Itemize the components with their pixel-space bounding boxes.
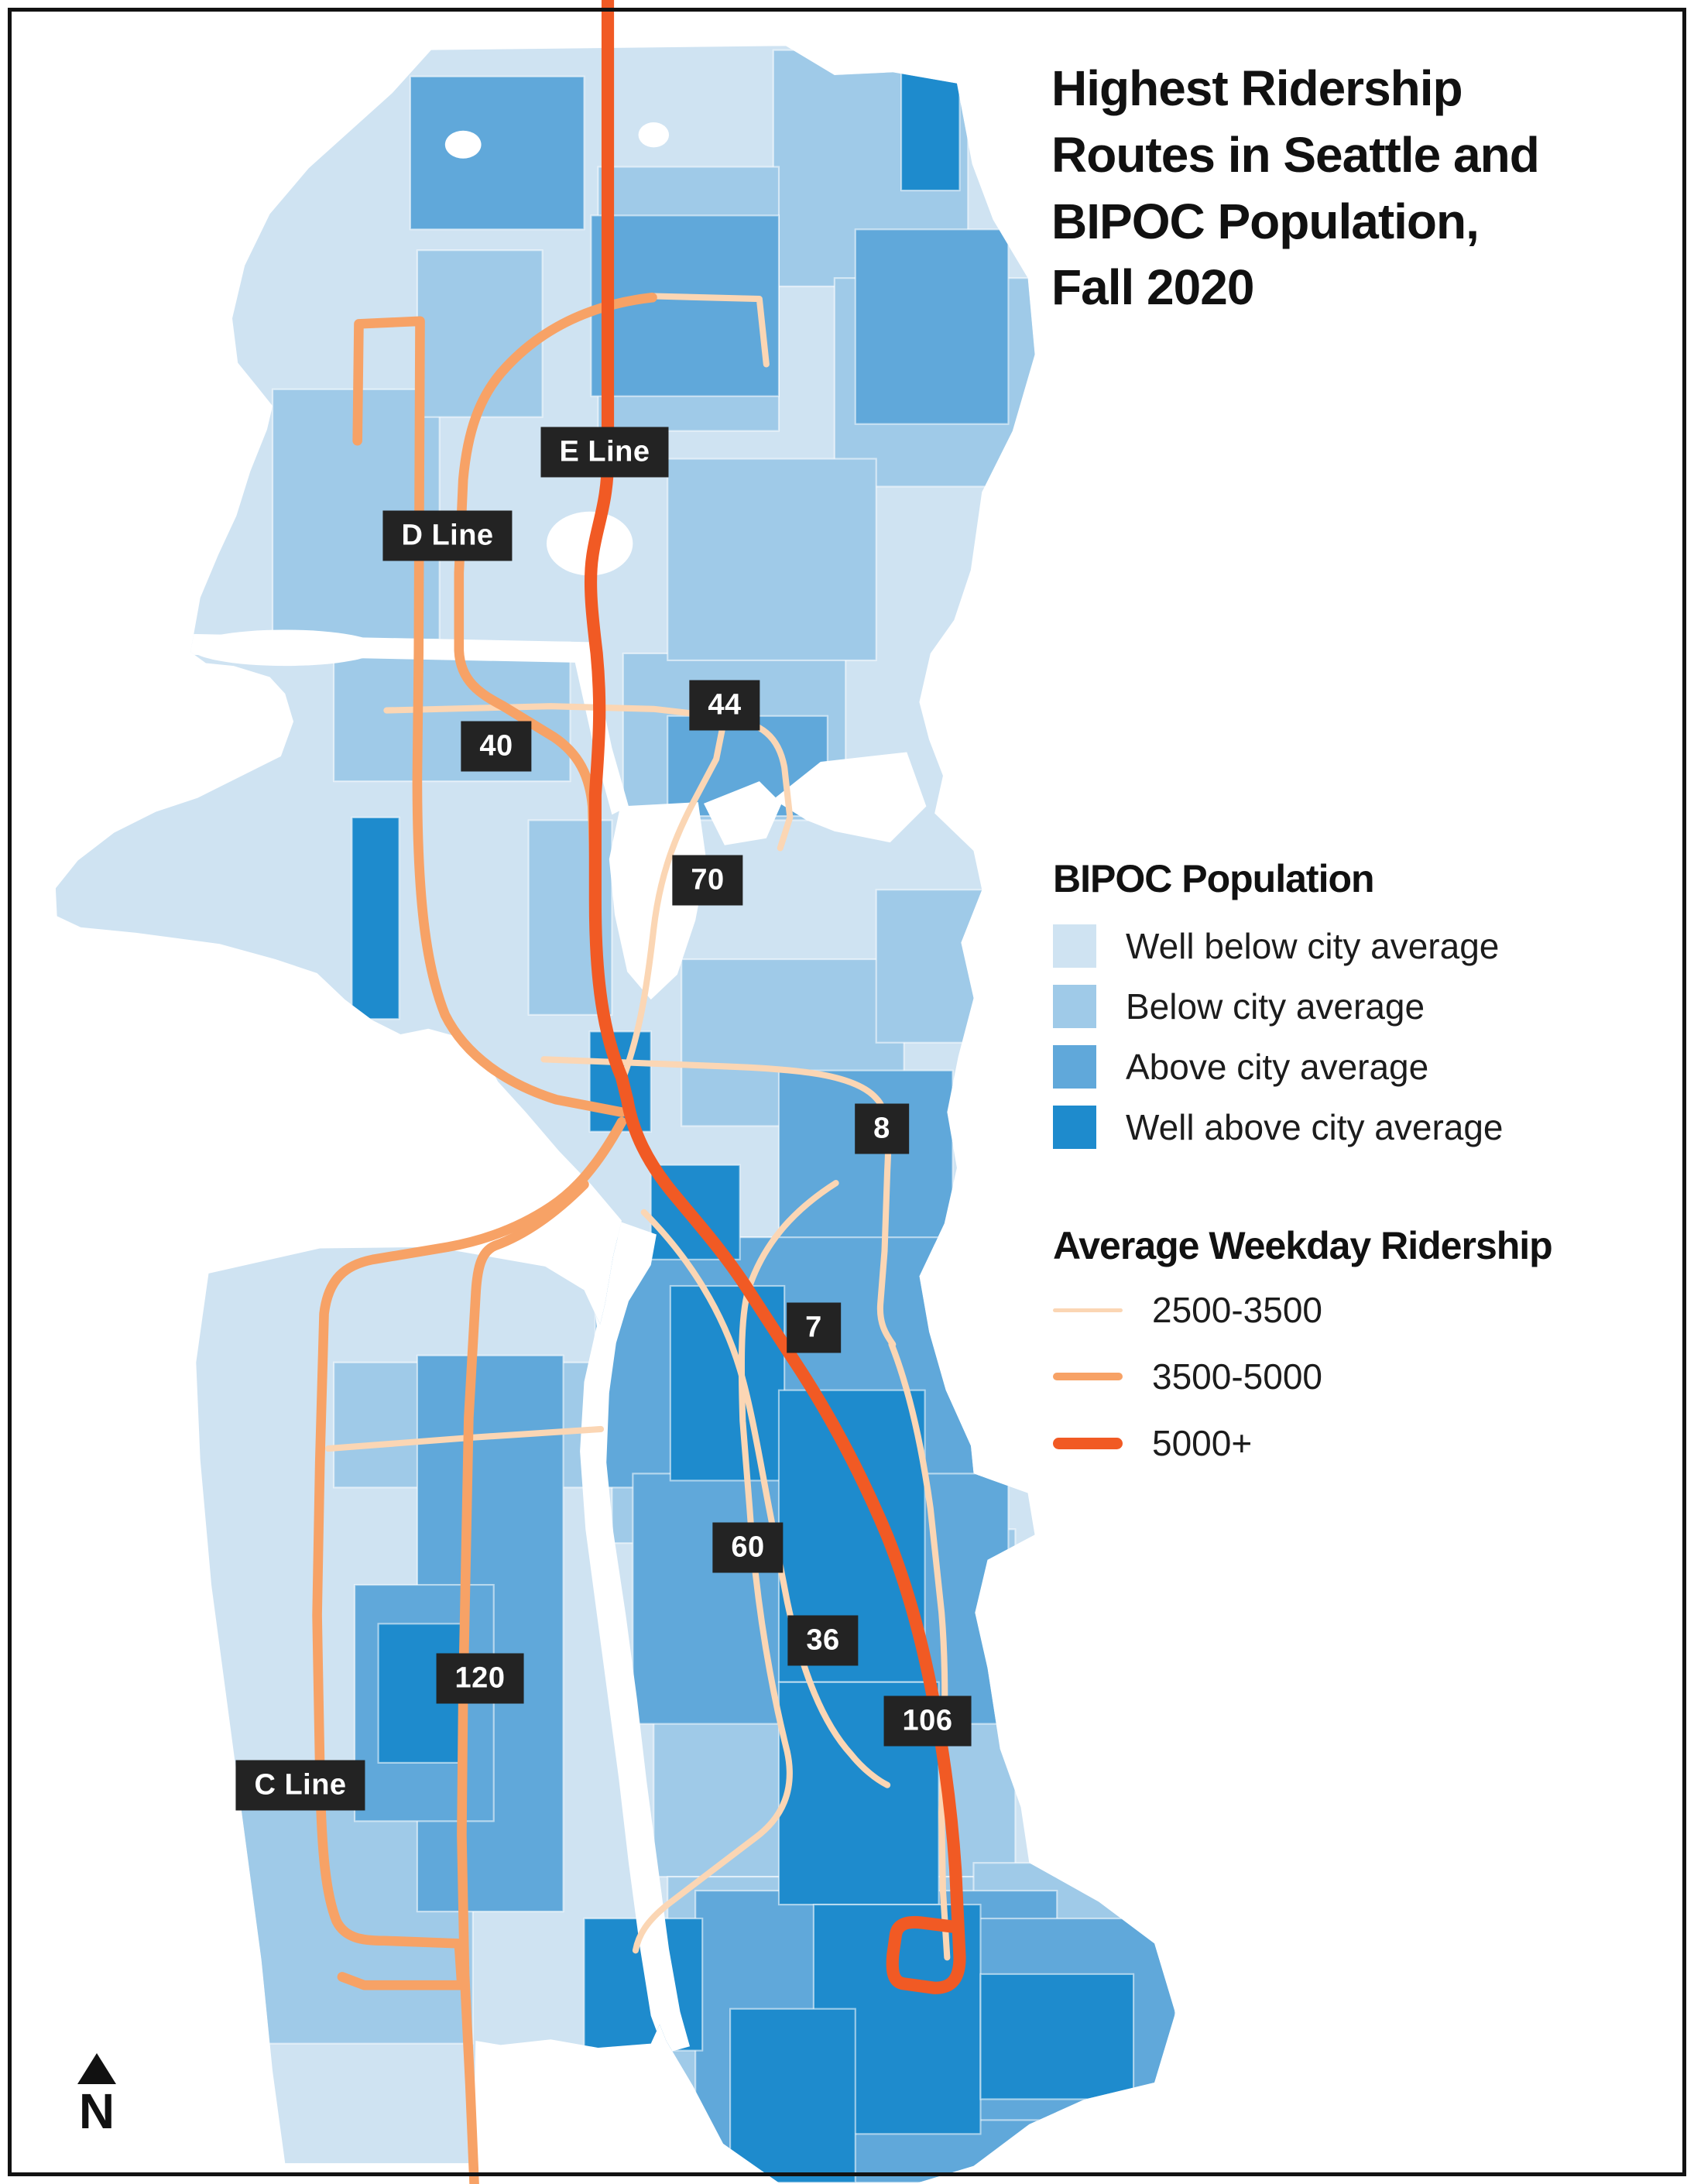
route-label-d-line: D Line bbox=[382, 510, 513, 561]
legend-label: Well below city average bbox=[1126, 926, 1500, 966]
route-label-60: 60 bbox=[712, 1522, 784, 1573]
swatch-below bbox=[1053, 985, 1096, 1028]
route-line-c bbox=[312, 1116, 627, 1990]
route-label-36: 36 bbox=[787, 1615, 859, 1666]
swatch-above bbox=[1053, 1045, 1096, 1089]
legend-item: Below city average bbox=[1053, 985, 1504, 1028]
legend-item: Well above city average bbox=[1053, 1106, 1504, 1149]
title-line-2: Routes in Seattle and bbox=[1051, 126, 1540, 183]
routes-3500-5000 bbox=[312, 292, 657, 2184]
route-line-36 bbox=[640, 1209, 891, 1788]
route-label-8: 8 bbox=[855, 1103, 909, 1154]
swatch-well-below bbox=[1053, 924, 1096, 968]
legend-bipoc-heading: BIPOC Population bbox=[1053, 857, 1375, 900]
route-line-d bbox=[352, 316, 627, 1117]
line-swatch-thick bbox=[1053, 1437, 1123, 1449]
line-swatch-medium bbox=[1053, 1373, 1123, 1380]
legend-item: 5000+ bbox=[1053, 1423, 1552, 1463]
legend-label: 2500-3500 bbox=[1152, 1290, 1322, 1330]
legend-item: 2500-3500 bbox=[1053, 1290, 1552, 1330]
north-arrow-label: N bbox=[78, 2083, 115, 2139]
route-label-40: 40 bbox=[461, 721, 532, 772]
route-label-44: 44 bbox=[689, 680, 760, 731]
swatch-well-above bbox=[1053, 1106, 1096, 1149]
legend-label: Well above city average bbox=[1126, 1107, 1504, 1147]
water-bodies bbox=[189, 122, 927, 2054]
route-line-60 bbox=[632, 1180, 839, 1954]
legend-label: 5000+ bbox=[1152, 1423, 1253, 1463]
legend-item: Well below city average bbox=[1053, 924, 1504, 968]
route-line-e bbox=[584, 0, 634, 1106]
legend-ridership-heading: Average Weekday Ridership bbox=[1053, 1224, 1553, 1267]
route-line-120 bbox=[457, 1179, 589, 2184]
route-line-70 bbox=[621, 714, 728, 1078]
route-label-7: 7 bbox=[787, 1302, 841, 1353]
legend-bipoc: BIPOC Population Well below city average… bbox=[1053, 856, 1504, 1166]
title-line-1: Highest Ridership bbox=[1051, 60, 1463, 116]
route-label-c-line: C Line bbox=[235, 1760, 365, 1811]
route-label-70: 70 bbox=[672, 855, 743, 906]
route-label-106: 106 bbox=[883, 1695, 972, 1747]
north-arrow: N bbox=[62, 2053, 132, 2138]
legend-ridership: Average Weekday Ridership 2500-3500 3500… bbox=[1053, 1223, 1553, 1491]
legend-label: Above city average bbox=[1126, 1047, 1429, 1087]
route-line-7 bbox=[621, 1093, 966, 1994]
route-label-e-line: E Line bbox=[540, 427, 669, 478]
title-line-4: Fall 2020 bbox=[1051, 259, 1254, 316]
line-swatch-thin bbox=[1053, 1308, 1123, 1312]
route-label-120: 120 bbox=[436, 1653, 524, 1704]
legend-label: 3500-5000 bbox=[1152, 1356, 1322, 1397]
route-line-northgate bbox=[650, 293, 770, 368]
legend-item: 3500-5000 bbox=[1053, 1356, 1552, 1397]
legend-label: Below city average bbox=[1126, 986, 1425, 1027]
map-title: Highest Ridership Routes in Seattle and … bbox=[1051, 56, 1540, 321]
legend-item: Above city average bbox=[1053, 1045, 1504, 1089]
routes-5000-plus bbox=[584, 0, 966, 1994]
north-arrow-icon bbox=[77, 2053, 116, 2084]
title-line-3: BIPOC Population, bbox=[1051, 193, 1480, 249]
